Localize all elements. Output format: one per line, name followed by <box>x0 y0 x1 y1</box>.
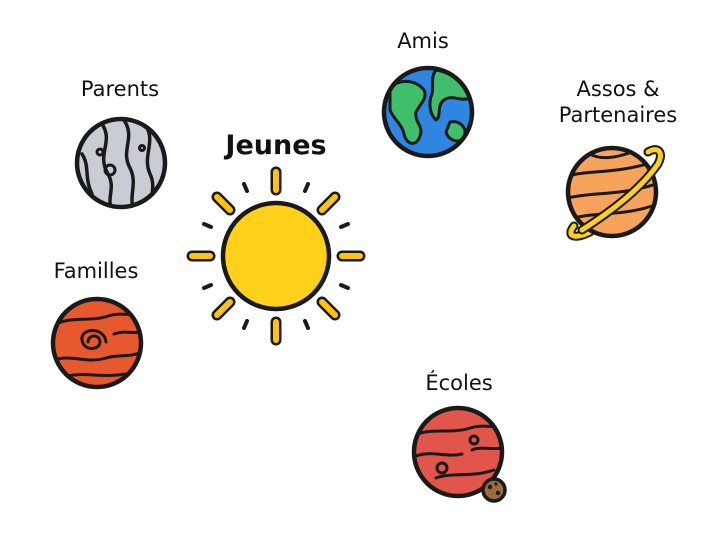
partenaires-label-line1: Assos & <box>576 77 660 101</box>
familles-label: Familles <box>53 259 139 283</box>
sun-icon <box>186 166 366 346</box>
parents-label: Parents <box>80 77 160 101</box>
center-label: Jeunes <box>225 130 327 161</box>
ecoles-label: Écoles <box>425 371 493 395</box>
red-planet-icon <box>48 294 146 392</box>
amis-label: Amis <box>397 29 449 53</box>
saturn-icon <box>560 140 672 244</box>
mars-icon <box>411 405 512 506</box>
partenaires-label: Assos & Partenaires <box>559 76 677 128</box>
moon-icon <box>481 477 507 503</box>
earth-icon <box>380 64 476 160</box>
partenaires-label-line2: Partenaires <box>558 103 678 127</box>
gray-planet-icon <box>72 114 170 212</box>
